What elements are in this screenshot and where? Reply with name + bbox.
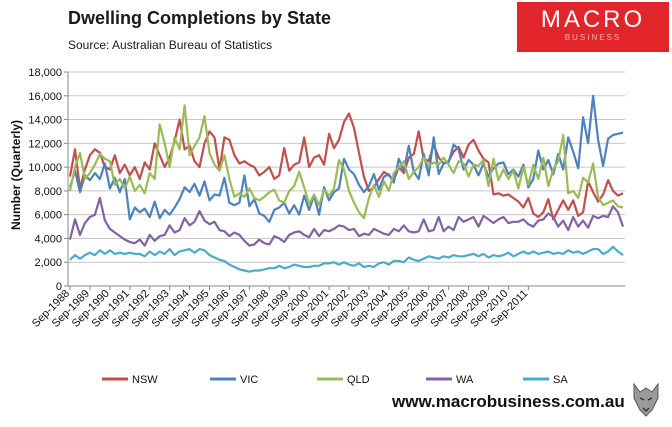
- legend-label-wa: WA: [456, 374, 474, 386]
- y-tick-label: 10,000: [28, 162, 62, 174]
- y-tick-label: 18,000: [28, 67, 62, 79]
- y-tick-label: 8,000: [34, 186, 62, 198]
- series-line-sa: [69, 245, 624, 273]
- chart-source: Source: Australian Bureau of Statistics: [68, 38, 273, 52]
- y-tick-label: 0: [56, 281, 62, 293]
- chart-title: Dwelling Completions by State: [68, 8, 332, 28]
- wolf-logo-icon: [628, 380, 664, 420]
- legend-label-vic: VIC: [240, 374, 258, 386]
- legend-label-qld: QLD: [347, 374, 370, 386]
- brand-sub: BUSINESS: [564, 33, 622, 42]
- y-tick-label: 12,000: [28, 138, 62, 150]
- series-line-vic: [68, 94, 624, 223]
- y-tick-label: 14,000: [28, 115, 62, 127]
- y-tick-label: 2,000: [34, 257, 62, 269]
- series-line-qld: [68, 104, 624, 220]
- legend: NSW VIC QLD WA SA: [102, 374, 568, 386]
- y-tick-label: 16,000: [28, 91, 62, 103]
- x-tick-labels: Sep-1988Sep-1989Sep-1990Sep-1991Sep-1992…: [30, 288, 531, 330]
- brand-name: MACRO: [540, 6, 646, 33]
- y-tick-labels: 0 2,000 4,000 6,000 8,000 10,000 12,000 14,000 1…: [28, 67, 62, 293]
- y-tick-label: 4,000: [34, 233, 62, 245]
- series-line-wa: [68, 196, 625, 247]
- series-lines: [68, 94, 625, 273]
- axes: [64, 71, 625, 290]
- legend-label-sa: SA: [553, 374, 568, 386]
- brand-logo: MACRO BUSINESS: [517, 2, 669, 52]
- series-line-nsw: [68, 112, 624, 221]
- y-axis-label: Number (Quarterly): [9, 120, 23, 230]
- site-url[interactable]: www.macrobusiness.com.au: [392, 392, 625, 411]
- y-tick-label: 6,000: [34, 210, 62, 222]
- legend-label-nsw: NSW: [132, 374, 158, 386]
